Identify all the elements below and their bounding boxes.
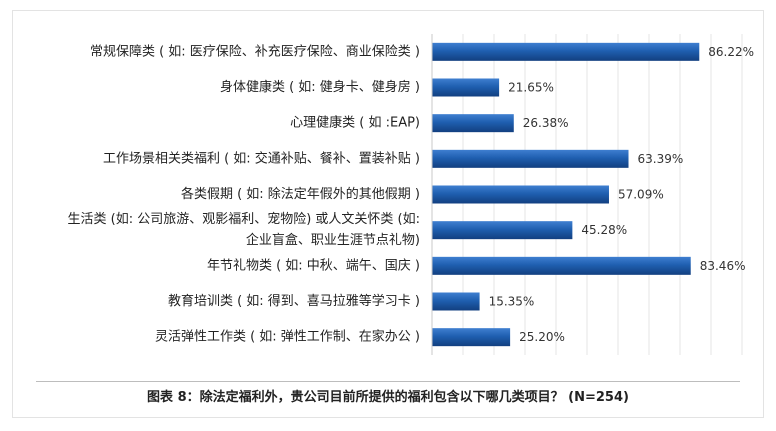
category-label: 各类假期 ( 如: 除法定年假外的其他假期 ) (181, 186, 420, 202)
category-labels: 常规保障类 ( 如: 医疗保险、补充医疗保险、商业保险类 ) 身体健康类 ( 如:… (67, 43, 420, 344)
bar (432, 292, 480, 311)
bar (432, 42, 700, 61)
data-label: 86.22% (708, 45, 754, 59)
bar (432, 149, 629, 168)
data-label: 26.38% (523, 116, 569, 130)
bar (432, 221, 573, 240)
data-label: 25.20% (519, 330, 565, 344)
bar (432, 78, 500, 97)
data-label: 21.65% (508, 81, 554, 95)
category-label: 教育培训类 ( 如: 得到、喜马拉雅等学习卡 ) (168, 293, 420, 309)
category-label: 灵活弹性工作类 ( 如: 弹性工作制、在家办公 ) (155, 329, 420, 345)
data-label: 45.28% (581, 223, 627, 237)
category-label: 年节礼物类 ( 如: 中秋、端午、国庆 ) (207, 257, 420, 273)
bar (432, 328, 511, 347)
bar (432, 114, 514, 133)
data-label: 15.35% (489, 295, 535, 309)
bar-chart: 常规保障类 ( 如: 医疗保险、补充医疗保险、商业保险类 ) 身体健康类 ( 如:… (67, 34, 754, 355)
bars (432, 42, 700, 347)
data-label: 83.46% (700, 259, 746, 273)
category-label: 工作场景相关类福利 ( 如: 交通补贴、餐补、置装补贴 ) (103, 150, 420, 166)
data-label: 63.39% (638, 152, 684, 166)
bar (432, 185, 609, 204)
chart-caption: 图表 8：除法定福利外，贵公司目前所提供的福利包含以下哪几类项目？ (N=254… (147, 390, 629, 405)
category-label: 生活类 (如: 公司旅游、观影福利、宠物险) 或人文关怀类 (如:企业盲盒、职业… (67, 211, 420, 248)
category-label: 身体健康类 ( 如: 健身卡、健身房 ) (220, 79, 420, 95)
chart-frame (12, 10, 764, 418)
data-labels: 86.22% 21.65% 26.38% 63.39% 57.09% 45.28% 83.4… (489, 45, 754, 344)
bar (432, 256, 691, 275)
data-label: 57.09% (618, 188, 664, 202)
category-label: 心理健康类 ( 如 :EAP) (290, 115, 420, 131)
category-label: 常规保障类 ( 如: 医疗保险、补充医疗保险、商业保险类 ) (90, 43, 420, 59)
caption-divider (36, 381, 740, 382)
